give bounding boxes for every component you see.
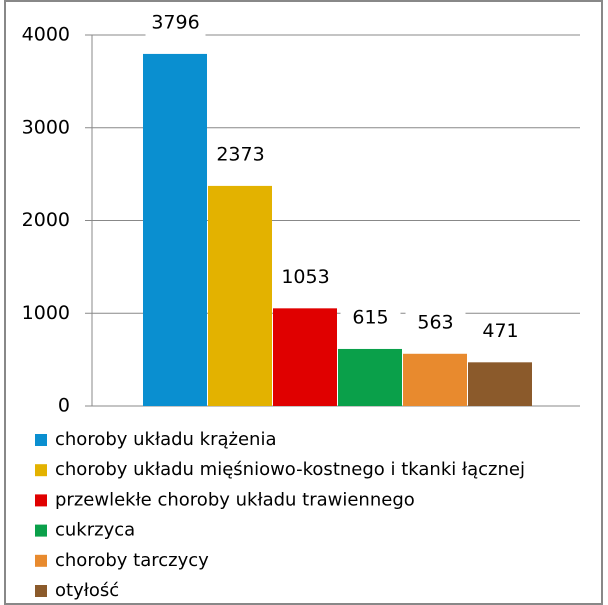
data-label-bg — [275, 264, 336, 291]
legend-label: przewlekłe choroby układu trawiennego — [55, 489, 415, 510]
data-label: 471 — [482, 320, 518, 342]
y-tick-label: 3000 — [22, 116, 70, 138]
bar — [208, 185, 272, 406]
legend-label: choroby tarczycy — [55, 550, 209, 571]
data-label: 615 — [352, 306, 388, 328]
bar — [273, 308, 337, 406]
data-label: 563 — [417, 311, 453, 333]
bar — [338, 348, 402, 406]
bar — [468, 362, 532, 406]
legend-swatch — [35, 494, 47, 507]
legend-swatch — [35, 434, 47, 446]
data-label-bg — [210, 141, 271, 168]
data-label: 3796 — [151, 11, 199, 33]
y-tick-label: 0 — [58, 395, 70, 417]
data-label-bg — [145, 9, 206, 36]
legend-label: choroby układu krążenia — [55, 429, 276, 450]
legend-swatch — [35, 554, 47, 567]
legend-label: cukrzyca — [55, 520, 135, 541]
legend-swatch — [35, 585, 47, 597]
data-label: 1053 — [281, 266, 329, 288]
bar — [403, 353, 467, 406]
y-tick-label: 1000 — [22, 302, 70, 324]
y-tick-label: 2000 — [22, 209, 70, 231]
chart-frame — [4, 0, 603, 605]
legend-swatch — [35, 464, 47, 477]
legend-swatch — [35, 524, 47, 537]
legend-label: choroby układu mięśniowo-kostnego i tkan… — [55, 459, 525, 480]
y-tick-label: 4000 — [22, 24, 70, 46]
data-label: 2373 — [216, 143, 264, 165]
data-label-bg — [340, 304, 401, 331]
bar — [143, 53, 207, 407]
legend-label: otyłość — [55, 580, 119, 601]
data-label-bg — [470, 318, 531, 345]
data-label-bg — [405, 309, 466, 336]
